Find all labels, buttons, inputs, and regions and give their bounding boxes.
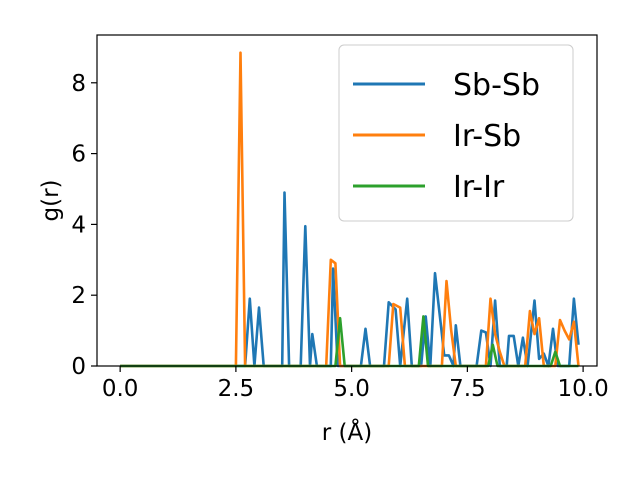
y-axis-label: g(r) — [38, 179, 64, 221]
x-tick-label: 5.0 — [333, 376, 370, 402]
legend-label-ir-ir: Ir-Ir — [453, 170, 505, 205]
plot-area-frame — [96, 34, 598, 367]
y-tick-label: 6 — [71, 142, 86, 168]
x-tick-label: 0.0 — [102, 376, 139, 402]
x-axis-label: r (Å) — [322, 418, 372, 446]
y-tick-label: 8 — [71, 71, 86, 97]
y-tick-label: 2 — [71, 283, 86, 309]
legend: Sb-Sb Ir-Sb Ir-Ir — [338, 44, 574, 222]
y-tick-label: 4 — [71, 212, 86, 238]
x-tick-label: 2.5 — [218, 376, 255, 402]
legend-label-sb-sb: Sb-Sb — [453, 68, 540, 103]
x-tick-label: 10.0 — [558, 376, 609, 402]
y-axis-ticks: 0 2 4 6 8 — [71, 71, 97, 380]
legend-box — [338, 44, 574, 222]
y-tick-label: 0 — [71, 354, 86, 380]
legend-label-ir-sb: Ir-Sb — [453, 119, 521, 154]
x-axis-ticks: 0.0 2.5 5.0 7.5 10.0 — [102, 366, 609, 402]
x-tick-label: 7.5 — [449, 376, 486, 402]
